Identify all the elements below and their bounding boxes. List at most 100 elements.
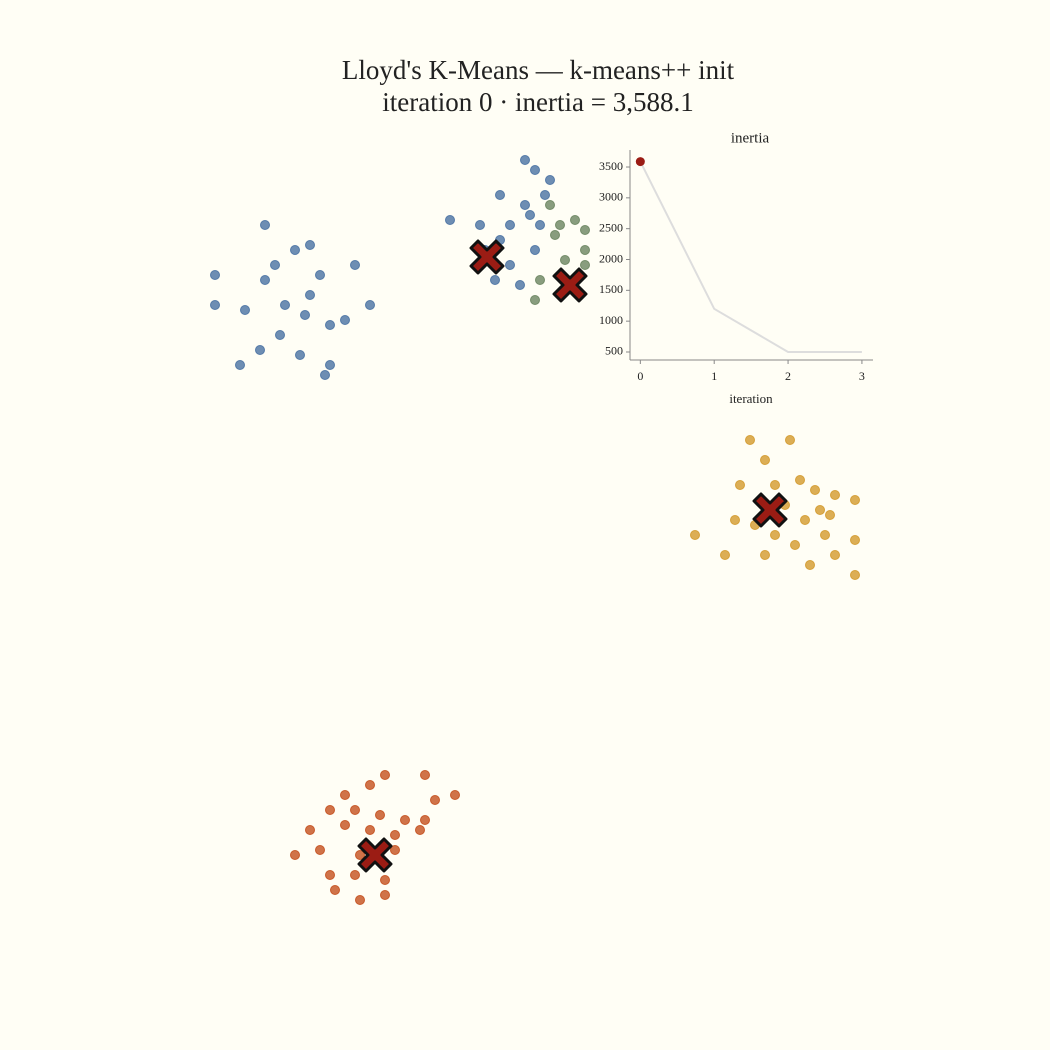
point [350,805,360,815]
point [340,790,350,800]
x-tick-label: 3 [859,369,865,383]
point [375,810,385,820]
point [690,530,700,540]
point [505,260,515,270]
point [340,820,350,830]
point [235,360,245,370]
point [515,280,525,290]
point [550,230,560,240]
point [420,770,430,780]
point [580,260,590,270]
point [340,315,350,325]
point [365,300,375,310]
centroid [552,267,588,303]
y-tick-label: 1000 [599,313,623,327]
point [290,245,300,255]
point [735,480,745,490]
point [815,505,825,515]
centroid [469,239,505,275]
point [380,875,390,885]
chart-title: Lloyd's K-Means — k-means++ init [342,55,735,85]
point [210,300,220,310]
point [760,550,770,560]
point [545,175,555,185]
y-tick-label: 3000 [599,190,623,204]
y-tick-label: 2000 [599,251,623,265]
point [350,260,360,270]
point [520,155,530,165]
point [260,220,270,230]
point [805,560,815,570]
centroid [357,837,393,873]
point [745,435,755,445]
point [475,220,485,230]
point [785,435,795,445]
point [240,305,250,315]
centroid [752,492,788,528]
y-tick-label: 2500 [599,220,623,234]
inset-title: inertia [731,130,770,146]
y-tick-label: 3500 [599,159,623,173]
point [275,330,285,340]
point [380,770,390,780]
point [770,480,780,490]
point [540,190,550,200]
point [320,370,330,380]
point [270,260,280,270]
inset-x-label: iteration [729,391,773,406]
point [280,300,290,310]
current-point [635,157,645,167]
point [325,870,335,880]
point [580,245,590,255]
point [800,515,810,525]
x-tick-label: 0 [637,369,643,383]
point [560,255,570,265]
point [580,225,590,235]
point [305,290,315,300]
y-tick-label: 500 [605,344,623,358]
point [490,275,500,285]
point [400,815,410,825]
point [720,550,730,560]
point [315,270,325,280]
point [520,200,530,210]
point [810,485,820,495]
point [305,825,315,835]
point [505,220,515,230]
point [535,275,545,285]
point [430,795,440,805]
point [315,845,325,855]
y-tick-label: 1500 [599,282,623,296]
point [555,220,565,230]
point [260,275,270,285]
point [350,870,360,880]
point [295,350,305,360]
point [210,270,220,280]
point [325,360,335,370]
point [390,830,400,840]
x-tick-label: 1 [711,369,717,383]
point [790,540,800,550]
point [325,320,335,330]
point [290,850,300,860]
point [380,890,390,900]
point [355,895,365,905]
chart-subtitle: iteration 0 · inertia = 3,588.1 [382,87,693,117]
x-tick-label: 2 [785,369,791,383]
point [415,825,425,835]
point [830,550,840,560]
point [545,200,555,210]
point [495,190,505,200]
inertia-line [639,161,862,353]
point [390,845,400,855]
point [850,535,860,545]
point [760,455,770,465]
point [305,240,315,250]
point [355,850,365,860]
point [365,825,375,835]
point [445,215,455,225]
point [300,310,310,320]
point [535,220,545,230]
point [330,885,340,895]
